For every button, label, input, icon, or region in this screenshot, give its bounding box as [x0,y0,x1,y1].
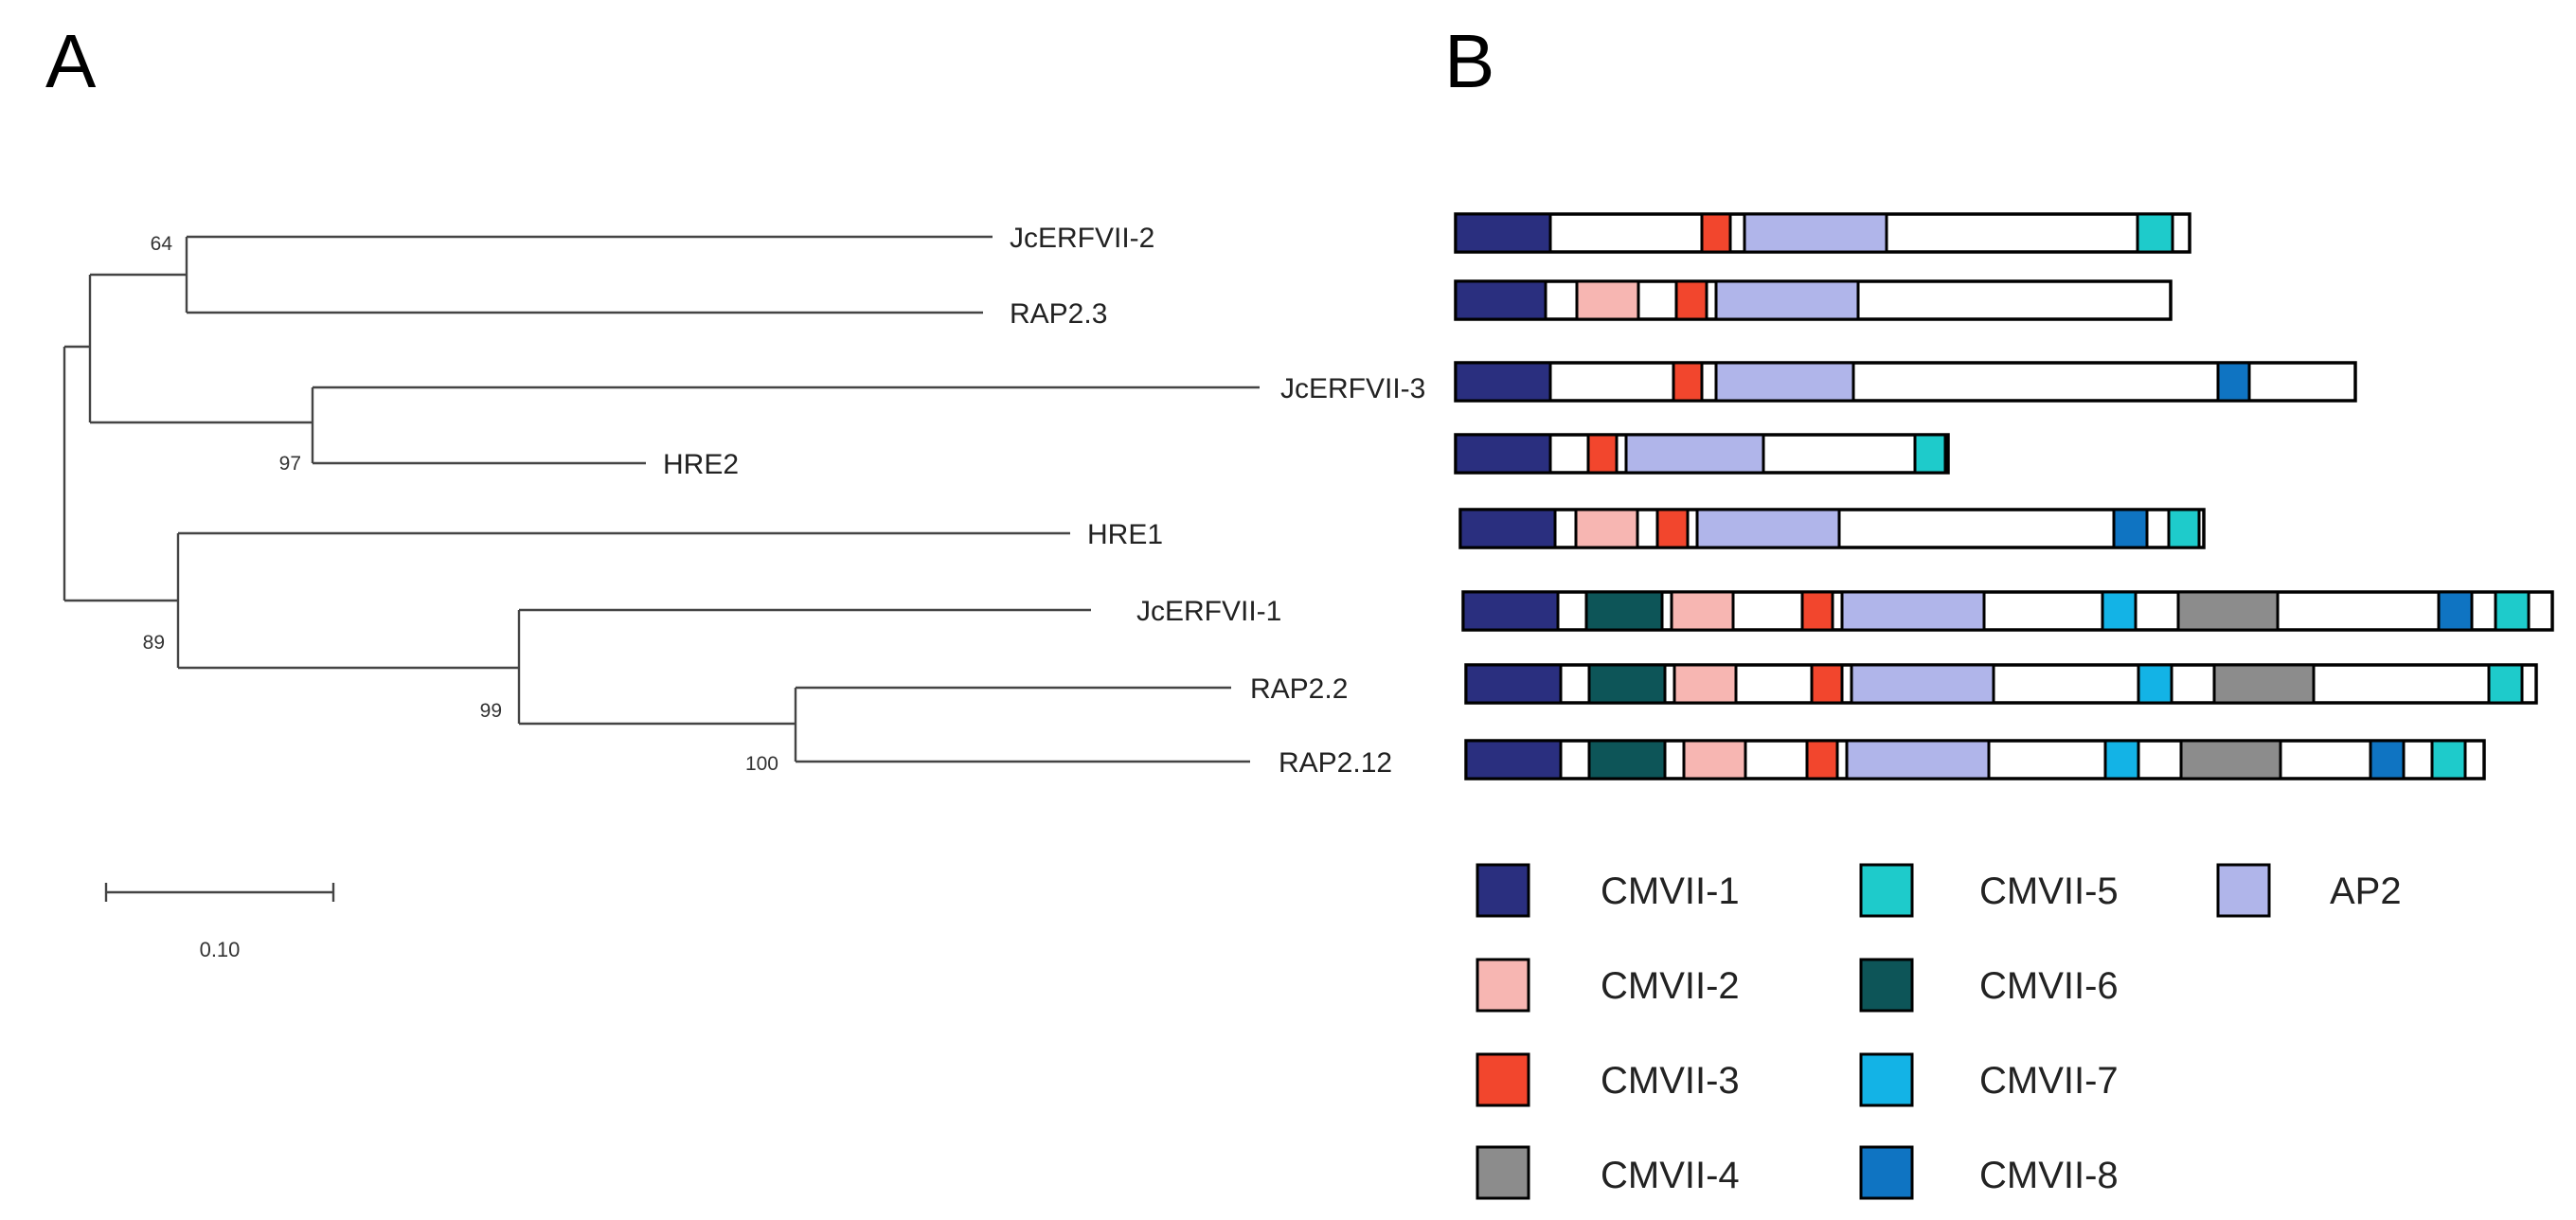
legend-swatch-cmvii-7 [1859,1052,1914,1107]
motif-cmvii-5 [2167,508,2201,549]
legend-label-cmvii-2: CMVII-2 [1601,965,1740,1007]
protein-row-hre1 [1458,508,2206,549]
taxon-label-rap2-2: RAP2.2 [1250,673,1348,705]
motif-cmvii-4 [2212,663,2316,705]
bootstrap-value: 97 [279,453,301,475]
motif-cmvii-3 [1674,279,1708,321]
motif-ap2 [1624,433,1765,475]
taxon-label-jcerfvii-1: JcERFVII-1 [1136,596,1281,627]
legend-label-cmvii-8: CMVII-8 [1979,1155,2119,1196]
motif-cmvii-3 [1805,739,1839,780]
motif-cmvii-3 [1655,508,1690,549]
motif-cmvii-5 [1913,433,1947,475]
motif-cmvii-3 [1672,361,1704,403]
motif-cmvii-7 [2137,663,2174,705]
motif-cmvii-1 [1461,590,1560,632]
motif-cmvii-1 [1454,361,1552,403]
legend-label-cmvii-1: CMVII-1 [1601,870,1740,912]
taxon-label-rap2-12: RAP2.12 [1279,747,1392,779]
panel-label-a: A [45,19,97,103]
bootstrap-value: 99 [480,700,502,722]
taxon-label-hre2: HRE2 [663,449,739,480]
legend-swatch-cmvii-6 [1859,958,1914,1013]
legend-label-cmvii-3: CMVII-3 [1601,1060,1740,1102]
legend-label-cmvii-5: CMVII-5 [1979,870,2119,912]
motif-cmvii-6 [1587,739,1667,780]
motif-cmvii-2 [1673,663,1738,705]
motif-ap2 [1850,663,1995,705]
motif-cmvii-1 [1464,739,1563,780]
legend-swatch-cmvii-1 [1476,863,1530,918]
legend-label-ap2: AP2 [2330,870,2402,912]
legend-label-cmvii-4: CMVII-4 [1601,1155,1740,1196]
protein-row-rap2-12 [1464,739,2486,780]
motif-cmvii-7 [2101,590,2138,632]
bootstrap-values: 64 97 89 99 100 [143,233,778,775]
legend-label-cmvii-7: CMVII-7 [1979,1060,2119,1102]
motif-cmvii-4 [2179,739,2282,780]
protein-row-hre2 [1454,433,1950,475]
motif-cmvii-6 [1587,663,1667,705]
taxon-label-rap2-3: RAP2.3 [1010,298,1107,330]
motif-cmvii-6 [1584,590,1664,632]
motif-cmvii-5 [2494,590,2531,632]
motif-cmvii-7 [2103,739,2140,780]
protein-row-rap2-2 [1464,663,2538,705]
motif-cmvii-5 [2487,663,2524,705]
bootstrap-value: 89 [143,632,165,654]
protein-backbone [1454,361,2357,403]
legend-label-cmvii-6: CMVII-6 [1979,965,2119,1007]
taxon-label-hre1: HRE1 [1087,519,1163,550]
motif-cmvii-3 [1800,590,1834,632]
motif-ap2 [1695,508,1841,549]
taxon-label-jcerfvii-3: JcERFVII-3 [1280,373,1425,404]
motif-cmvii-4 [2176,590,2280,632]
motif-ap2 [1714,361,1855,403]
motif-cmvii-2 [1575,279,1640,321]
motif-cmvii-8 [2216,361,2251,403]
motif-ap2 [1845,739,1991,780]
protein-row-rap2-3 [1454,279,2173,321]
legend-swatch-cmvii-5 [1859,863,1914,918]
legend-swatch-cmvii-4 [1476,1145,1530,1200]
legend-swatch-ap2 [2216,863,2271,918]
motif-cmvii-1 [1464,663,1563,705]
motif-cmvii-2 [1574,508,1639,549]
phylogenetic-tree [63,235,1260,763]
scale-bar [104,883,335,902]
motif-cmvii-1 [1454,279,1547,321]
motif-cmvii-5 [2136,212,2174,254]
motif-ap2 [1714,279,1860,321]
motif-cmvii-2 [1670,590,1735,632]
motif-cmvii-8 [2369,739,2406,780]
motif-cmvii-3 [1586,433,1619,475]
panel-label-b: B [1444,19,1494,103]
bootstrap-value: 64 [151,233,173,255]
motif-cmvii-1 [1458,508,1557,549]
bootstrap-value: 100 [745,753,778,775]
motif-cmvii-8 [2112,508,2149,549]
motif-ap2 [1840,590,1986,632]
protein-row-jcerfvii-1 [1461,590,2554,632]
motif-legend: CMVII-1 CMVII-2 CMVII-3 CMVII-4 CMVII-5 … [1476,863,2402,1200]
legend-swatch-cmvii-8 [1859,1145,1914,1200]
motif-cmvii-8 [2437,590,2474,632]
protein-row-jcerfvii-3 [1454,361,2357,403]
motif-cmvii-3 [1700,212,1732,254]
motif-cmvii-2 [1682,739,1747,780]
motif-ap2 [1743,212,1888,254]
taxon-labels: JcERFVII-2 RAP2.3 JcERFVII-3 HRE2 HRE1 J… [663,223,1425,779]
taxon-label-jcerfvii-2: JcERFVII-2 [1010,223,1154,254]
motif-architecture-panel [1454,212,2554,780]
motif-cmvii-3 [1810,663,1844,705]
scale-bar-label: 0.10 [200,938,241,961]
motif-cmvii-1 [1454,433,1552,475]
protein-row-jcerfvii-2 [1454,212,2191,254]
motif-cmvii-1 [1454,212,1552,254]
legend-swatch-cmvii-3 [1476,1052,1530,1107]
legend-swatch-cmvii-2 [1476,958,1530,1013]
motif-cmvii-5 [2430,739,2467,780]
